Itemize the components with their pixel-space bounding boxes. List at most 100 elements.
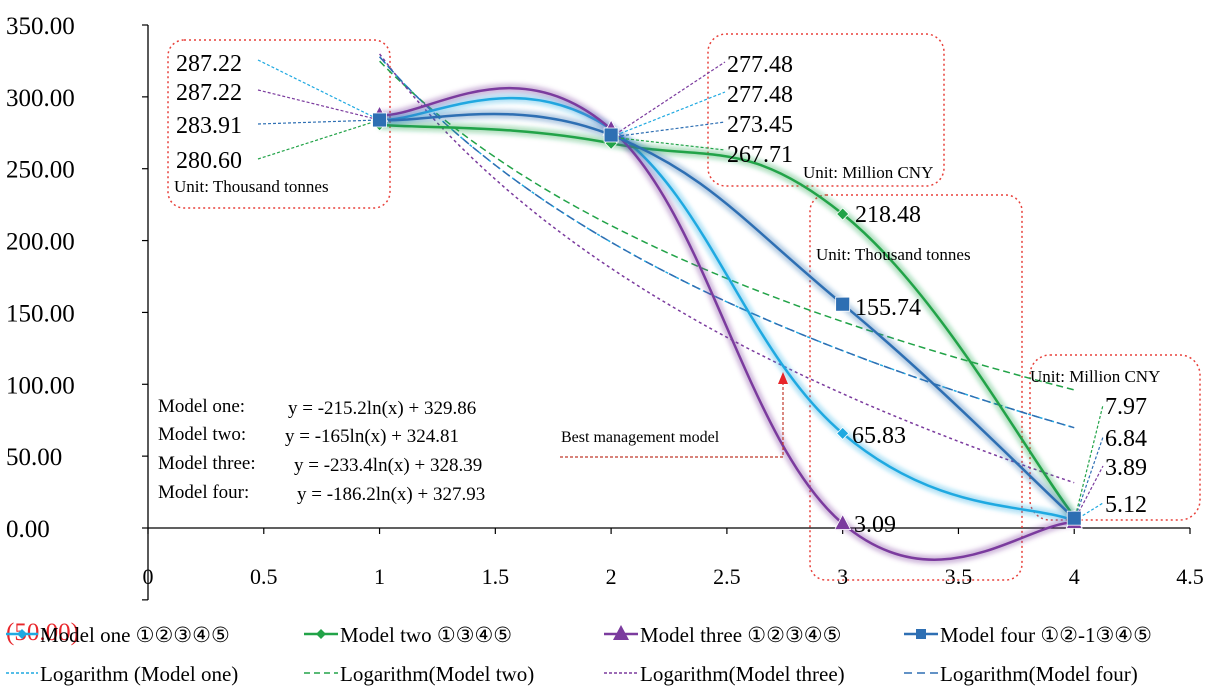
x-tick-label: 1 [374, 564, 385, 589]
annotation-arrowhead [778, 372, 788, 384]
x-tick-label: 1.5 [482, 564, 510, 589]
x-tick-label: 4 [1069, 564, 1080, 589]
data-label-x4-4: 5.12 [1105, 492, 1147, 518]
data-label-x3-1: 218.48 [855, 202, 921, 228]
data-label-x2-3: 273.45 [727, 112, 793, 138]
legend-label-model-one: Model one ①②③④⑤ [40, 623, 230, 647]
legend-item-log-model-one: Logarithm (Model one) [6, 662, 238, 686]
y-axis-ticks: 350.00 300.00 250.00 200.00 150.00 100.00 50.0… [6, 13, 148, 601]
legend-item-log-model-two: Logarithm(Model two) [304, 662, 534, 686]
unit-label-3: Unit: Thousand tonnes [816, 245, 971, 264]
trendline-4 [379, 56, 1075, 429]
series-lines [379, 83, 1078, 565]
equation-label-4: Model four: [158, 482, 249, 503]
annotation-connector [560, 382, 784, 458]
series-line-3 [379, 87, 1075, 561]
leader-line-x4-1 [1073, 404, 1104, 521]
data-label-x2-2: 277.48 [727, 82, 793, 108]
y-tick-label: 250.00 [6, 157, 75, 184]
x-tick-label: 0 [143, 564, 154, 589]
equation-formula-3: y = -233.4ln(x) + 328.39 [294, 455, 482, 476]
y-tick-label: 150.00 [6, 300, 75, 327]
leader-line-x1-4 [257, 119, 380, 160]
legend-label-log-model-four: Logarithm(Model four) [940, 662, 1138, 686]
data-markers [370, 105, 1083, 530]
unit-label-4: Unit: Million CNY [1030, 367, 1160, 386]
leader-line-x2-2 [610, 91, 726, 138]
legend-marker-model-four [916, 629, 926, 639]
data-point-series3-x3 [834, 513, 852, 530]
legend-label-log-model-one: Logarithm (Model one) [40, 662, 238, 686]
legend-label-model-two: Model two ①③④⑤ [340, 623, 512, 647]
equation-formula-4: y = -186.2ln(x) + 327.93 [297, 484, 485, 505]
legend-label-log-model-three: Logarithm(Model three) [640, 662, 845, 686]
data-label-x3-2: 155.74 [855, 295, 921, 321]
annotation-text: Best management model [561, 429, 720, 446]
unit-box-2 [707, 33, 945, 187]
legend-marker-model-two [316, 629, 326, 639]
y-tick-label: 350.00 [6, 13, 75, 40]
legend-item-log-model-four: Logarithm(Model four) [904, 662, 1138, 686]
data-point-series4-x4 [1066, 510, 1082, 526]
data-label-x4-2: 6.84 [1105, 426, 1147, 452]
leader-line-x2-4 [611, 136, 726, 151]
y-tick-label-negative: (50.00) [6, 619, 79, 646]
legend-marker-model-one [17, 629, 27, 639]
equation-label-2: Model two: [158, 424, 246, 445]
series-line-2 [379, 123, 1076, 518]
x-tick-label: 4.5 [1176, 564, 1204, 589]
unit-boxes [167, 33, 1201, 581]
legend-label-log-model-two: Logarithm(Model two) [340, 662, 534, 686]
data-label-x4-3: 3.89 [1105, 455, 1147, 481]
equations: Model one: y = -215.2ln(x) + 329.86 Mode… [158, 396, 485, 505]
legend-item-model-three: Model three ①②③④⑤ [604, 623, 841, 647]
annotation: Best management model [560, 372, 788, 458]
y-tick-label: 0.00 [6, 516, 50, 543]
data-label-x3-4: 3.09 [854, 512, 896, 538]
legend-item-model-four: Model four ①②-1③④⑤ [904, 623, 1152, 647]
leader-line-x4-2 [1073, 436, 1104, 522]
equation-label-1: Model one: [158, 396, 245, 417]
legend: Model one ①②③④⑤ Model two ①③④⑤ Model thr… [6, 623, 1152, 686]
leader-line-x1-1 [257, 59, 380, 121]
x-tick-label: 2.5 [713, 564, 741, 589]
equation-label-3: Model three: [158, 453, 256, 474]
data-point-series4-x1 [372, 112, 387, 128]
data-label-x3-3: 65.83 [852, 423, 906, 449]
data-label-x1-4: 280.60 [176, 148, 242, 174]
series-line-4 [379, 112, 1076, 520]
legend-label-model-three: Model three ①②③④⑤ [640, 623, 841, 647]
unit-box-1 [167, 39, 391, 209]
y-tick-label: 200.00 [6, 229, 75, 256]
x-tick-label: 0.5 [250, 564, 278, 589]
y-tick-label: 100.00 [6, 372, 75, 399]
x-tick-label: 3 [837, 564, 848, 589]
series-line-1 [379, 96, 1075, 522]
unit-box-4 [1029, 354, 1201, 521]
data-label-x1-3: 283.91 [176, 113, 242, 139]
unit-box-3 [809, 194, 1023, 581]
legend-item-log-model-three: Logarithm(Model three) [604, 662, 845, 686]
legend-label-model-four: Model four ①②-1③④⑤ [940, 623, 1152, 647]
data-point-series2-x3 [836, 207, 850, 221]
unit-label-1: Unit: Thousand tonnes [174, 177, 329, 196]
data-point-series4-x2 [603, 127, 619, 143]
data-label-x4-1: 7.97 [1105, 394, 1147, 420]
legend-marker-model-three [613, 625, 629, 640]
equation-formula-1: y = -215.2ln(x) + 329.86 [288, 398, 476, 419]
leader-line-x1-2 [257, 89, 380, 121]
legend-item-model-one: Model one ①②③④⑤ [6, 623, 230, 647]
y-tick-label: 50.00 [6, 444, 62, 471]
leader-line-x1-3 [257, 119, 380, 125]
data-point-series1-x3 [836, 426, 850, 440]
data-label-x2-4: 267.71 [727, 142, 793, 168]
data-point-series4-x3 [835, 296, 851, 312]
legend-item-model-two: Model two ①③④⑤ [304, 623, 512, 647]
unit-label-2: Unit: Million CNY [803, 163, 933, 182]
y-tick-label: 300.00 [6, 85, 75, 112]
leader-line-x2-3 [611, 121, 726, 138]
data-label-x1-1: 287.22 [176, 51, 242, 77]
x-tick-label: 3.5 [945, 564, 973, 589]
data-label-x2-1: 277.48 [727, 52, 793, 78]
